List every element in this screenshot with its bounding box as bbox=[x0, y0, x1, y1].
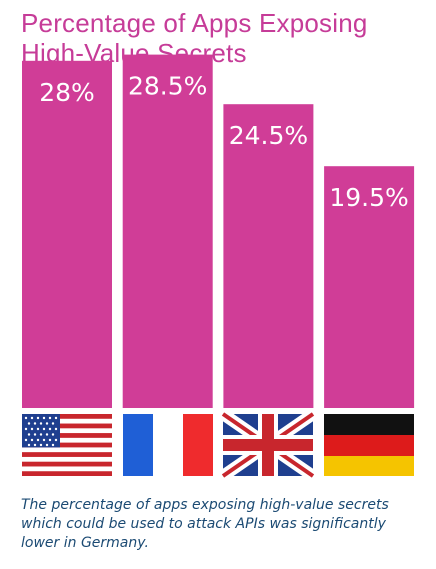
bar-united-kingdom bbox=[223, 104, 314, 408]
france-flag-icon bbox=[123, 414, 213, 476]
us-flag-icon bbox=[22, 414, 112, 476]
germany-flag-icon bbox=[324, 414, 414, 476]
bars-group bbox=[22, 54, 415, 409]
bar-germany bbox=[324, 166, 415, 408]
chart-caption: The percentage of apps exposing high-val… bbox=[21, 497, 389, 551]
bar-value-label: 28.5% bbox=[128, 72, 207, 101]
bar-value-label: 28% bbox=[39, 78, 95, 107]
bar-value-label: 19.5% bbox=[329, 183, 408, 212]
bar-united-states bbox=[22, 60, 112, 409]
bar-value-label: 24.5% bbox=[229, 121, 308, 150]
bar-france bbox=[122, 54, 213, 408]
chart-title: Percentage of Apps Exposing High-Value S… bbox=[21, 8, 368, 68]
bar-labels-group: 28% 28.5% 24.5% 19.5% bbox=[39, 72, 409, 213]
bar-chart: 28% 28.5% 24.5% 19.5% bbox=[22, 54, 415, 480]
uk-flag-icon bbox=[219, 409, 317, 480]
